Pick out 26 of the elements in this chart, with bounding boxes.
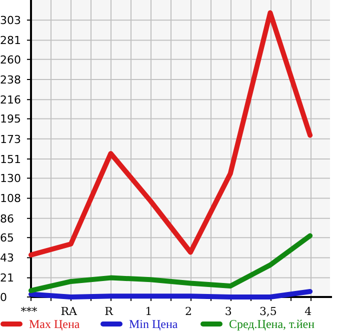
- y-tick-label: 86: [0, 212, 14, 226]
- y-tick-label: 260: [0, 53, 21, 66]
- x-tick-label: 2: [184, 305, 192, 318]
- x-tick-label: 1: [145, 305, 152, 318]
- x-tick-label: 4: [304, 305, 312, 318]
- y-tick-label: 43: [0, 252, 14, 265]
- x-tick-label: R: [104, 305, 114, 318]
- y-tick-label: 0: [0, 290, 7, 304]
- y-tick-label: 216: [0, 93, 21, 106]
- y-tick-label: 303: [0, 14, 21, 27]
- y-tick-label: 173: [0, 132, 21, 146]
- y-tick-label: 238: [0, 73, 21, 86]
- y-tick-label: 21: [0, 272, 14, 285]
- legend-label: Max Цена: [29, 317, 80, 331]
- y-tick-label: 151: [0, 152, 21, 166]
- y-tick-label: 65: [0, 231, 14, 244]
- y-tick-label: 195: [0, 112, 21, 126]
- y-tick-label: 130: [0, 172, 21, 186]
- x-tick-label: ***: [20, 305, 38, 318]
- x-tick-label: 3: [224, 305, 232, 318]
- legend-label: Min Цена: [129, 317, 178, 331]
- legend-label: Сред.Цена, т.йен: [229, 317, 316, 331]
- y-tick-label: 108: [0, 192, 21, 206]
- y-tick-label: 281: [0, 34, 21, 48]
- x-tick-label: RA: [60, 305, 78, 318]
- x-tick-label: 3,5: [259, 305, 277, 318]
